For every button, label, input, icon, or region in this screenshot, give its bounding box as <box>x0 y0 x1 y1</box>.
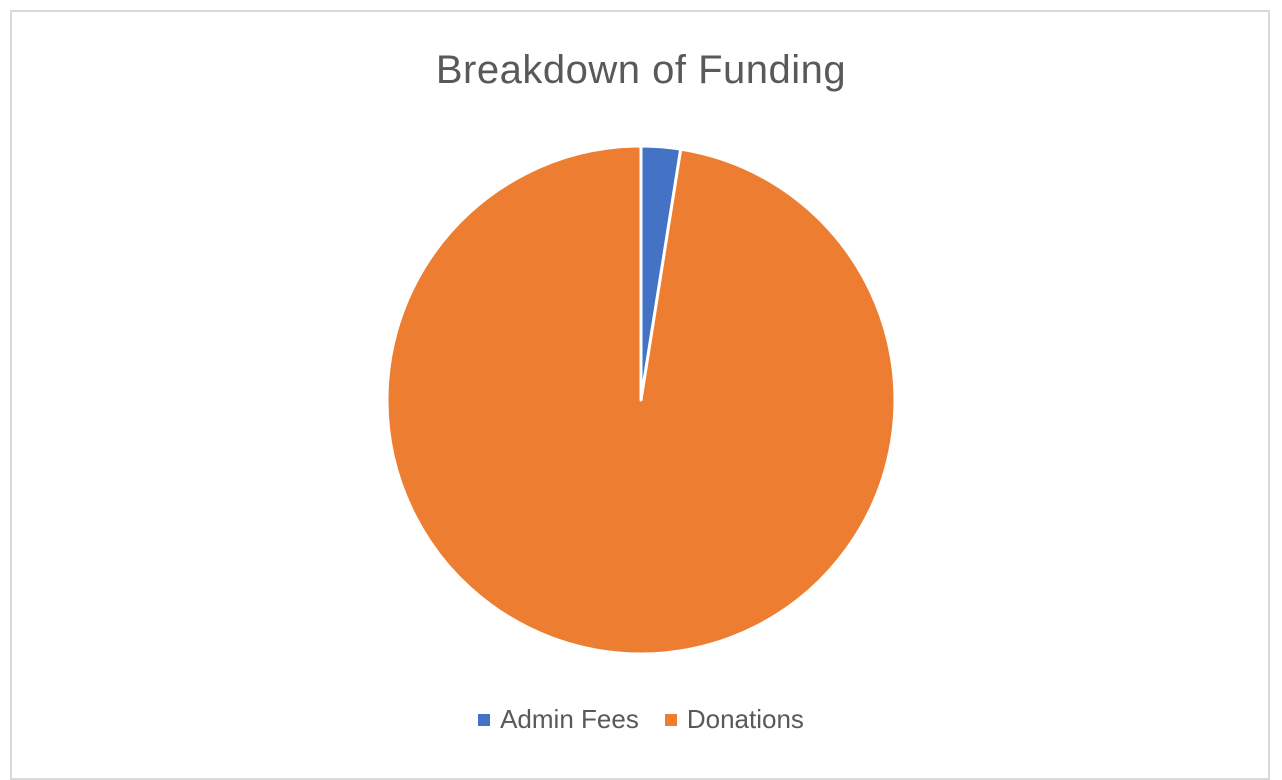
pie-slice-donations <box>385 144 897 656</box>
legend: Admin Fees Donations <box>0 704 1282 735</box>
legend-item-admin-fees: Admin Fees <box>478 704 639 735</box>
legend-swatch-donations <box>664 713 677 726</box>
legend-label-donations: Donations <box>686 704 804 734</box>
legend-label-admin-fees: Admin Fees <box>500 704 639 734</box>
legend-item-donations: Donations <box>664 704 804 735</box>
chart-title: Breakdown of Funding <box>435 48 847 92</box>
legend-swatch-admin-fees <box>478 713 491 726</box>
